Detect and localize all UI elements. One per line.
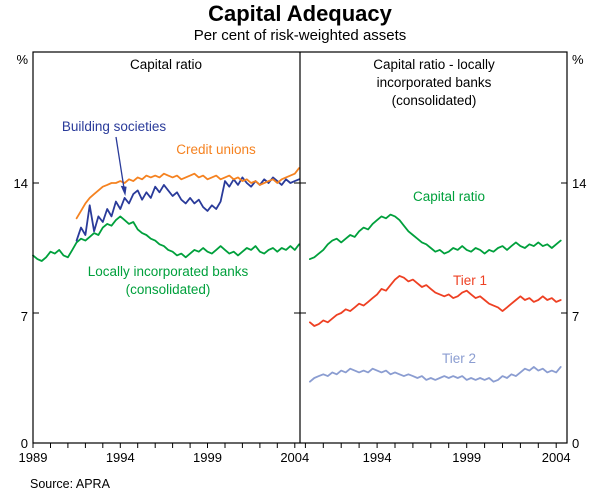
y-tick-label-right-0: 0	[572, 436, 579, 451]
series-line-tier-1	[308, 274, 562, 327]
x-tick-label: 1994	[106, 450, 135, 465]
series-line-building-societies	[75, 176, 301, 242]
right-panel-title-line1: Capital ratio - locally	[373, 57, 495, 72]
label-building-societies: Building societies	[62, 119, 167, 134]
y-tick-label-left-14: 14	[14, 176, 28, 191]
x-tick-label: 1994	[363, 450, 392, 465]
label-banks-line1: Locally incorporated banks	[88, 264, 249, 279]
axis-ticks-group: 1989 1994 1999 2004 1994 1999 2004	[19, 182, 571, 465]
building-societies-arrow	[115, 136, 127, 196]
y-axis-unit-left: %	[16, 52, 28, 67]
y-tick-label-right-14: 14	[572, 176, 586, 191]
source-note: Source: APRA	[30, 477, 110, 491]
y-tick-label-right-7: 7	[572, 309, 579, 324]
label-credit-unions: Credit unions	[176, 142, 256, 157]
series-line-credit-unions	[75, 167, 301, 220]
series-line-capital-ratio	[308, 213, 562, 261]
series-line-locally-incorporated-banks-consolidated	[32, 215, 301, 262]
label-capital-ratio: Capital ratio	[413, 189, 485, 204]
label-tier-2: Tier 2	[442, 351, 476, 366]
y-tick-label-left-0: 0	[21, 436, 28, 451]
right-panel-title-line2: incorporated banks	[377, 75, 492, 90]
y-tick-label-left-7: 7	[21, 309, 28, 324]
x-tick-label: 2004	[280, 450, 309, 465]
x-tick-label: 1989	[19, 450, 48, 465]
right-panel-title-line3: (consolidated)	[392, 93, 477, 108]
chart-title: Capital Adequacy	[208, 1, 392, 26]
left-panel-title: Capital ratio	[130, 57, 202, 72]
chart-subtitle: Per cent of risk-weighted assets	[193, 27, 407, 44]
y-axis-unit-right: %	[572, 52, 584, 67]
x-tick-label: 1999	[452, 450, 481, 465]
label-banks-line2: (consolidated)	[126, 282, 211, 297]
series-line-tier-2	[308, 365, 562, 383]
x-tick-label: 1999	[193, 450, 222, 465]
series-lines-group	[32, 167, 562, 383]
label-tier-1: Tier 1	[453, 273, 487, 288]
x-tick-label: 2004	[542, 450, 571, 465]
